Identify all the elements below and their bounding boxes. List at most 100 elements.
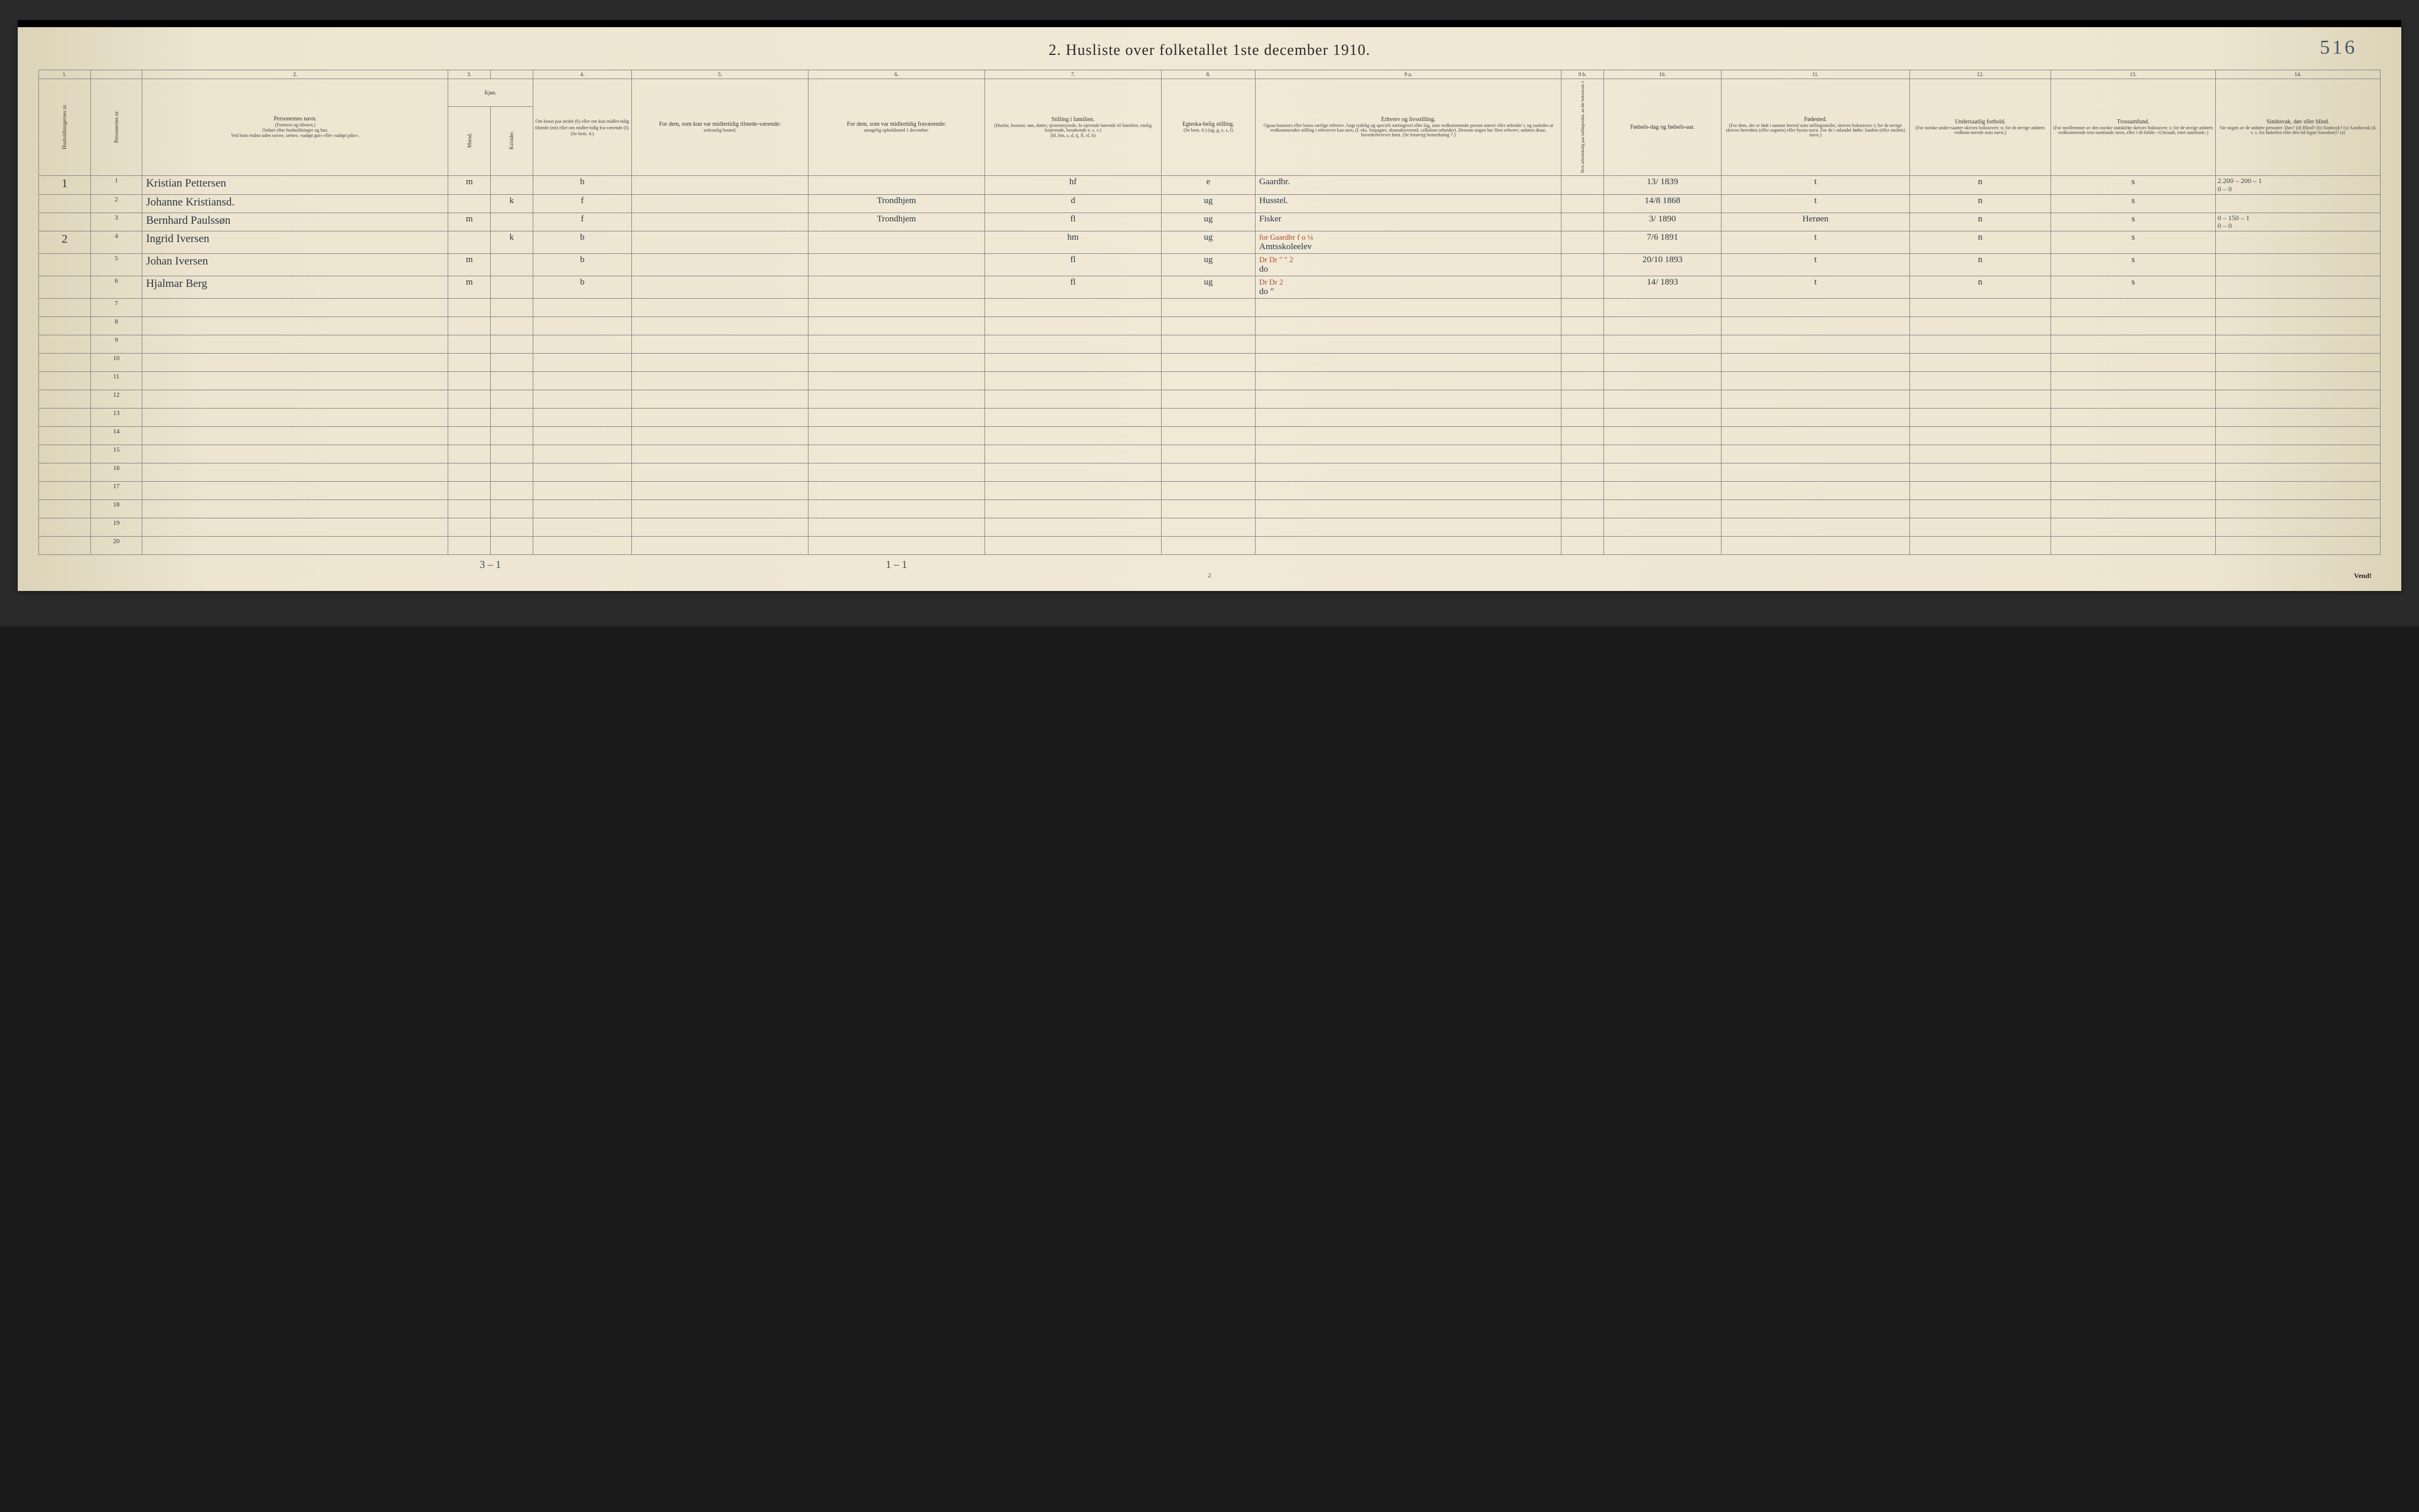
cell-empty xyxy=(1161,390,1255,409)
hdr-male: Mænd. xyxy=(448,107,491,176)
page-title: 2. Husliste over folketallet 1ste decemb… xyxy=(1049,41,1371,59)
cell-empty xyxy=(1909,463,2050,482)
cell-empty xyxy=(2215,518,2380,537)
cell-female xyxy=(491,276,533,299)
cell-empty xyxy=(632,537,808,555)
table-row: 6Hjalmar BergmbflugDr Dr 2do "14/ 1893tn… xyxy=(39,276,2381,299)
hdr-birthplace: Fødested.(For dem, der er født i samme h… xyxy=(1722,79,1910,176)
cell-empty xyxy=(1561,537,1604,555)
cell-empty xyxy=(448,372,491,390)
cell-empty xyxy=(142,482,448,500)
cell-religion: s xyxy=(2051,254,2216,276)
cell-empty xyxy=(1722,537,1910,555)
cell-disability: 0 – 150 – 10 – 0 xyxy=(2215,213,2380,231)
cell-person-nr: 3 xyxy=(90,213,142,231)
cell-empty xyxy=(2051,482,2216,500)
cell-empty xyxy=(491,482,533,500)
cell-birthplace: t xyxy=(1722,276,1910,299)
cell-person-nr: 2 xyxy=(90,194,142,213)
cell-empty xyxy=(2215,317,2380,335)
cell-dob: 14/8 1868 xyxy=(1603,194,1721,213)
colnum xyxy=(90,70,142,79)
cell-empty xyxy=(448,354,491,372)
cell-empty xyxy=(1603,463,1721,482)
table-row: 3Bernhard PaulssønmfTrondhjemflugFisker3… xyxy=(39,213,2381,231)
cell-empty xyxy=(2051,354,2216,372)
colnum: 2. xyxy=(142,70,448,79)
cell-empty xyxy=(2215,335,2380,354)
cell-empty xyxy=(1256,518,1561,537)
cell-empty xyxy=(1256,372,1561,390)
cell-empty xyxy=(1161,299,1255,317)
cell-empty xyxy=(448,317,491,335)
cell-empty xyxy=(142,537,448,555)
cell-empty xyxy=(984,299,1161,317)
cell-empty xyxy=(984,463,1161,482)
cell-empty xyxy=(1603,500,1721,518)
cell-family-pos: d xyxy=(984,194,1161,213)
cell-female: k xyxy=(491,231,533,254)
cell-occupation: for Gaardbr f o ¼Amtsskoleelev xyxy=(1256,231,1561,254)
cell-empty xyxy=(533,372,631,390)
cell-empty xyxy=(1256,335,1561,354)
cell-empty xyxy=(1256,299,1561,317)
hdr-dob: Fødsels-dag og fødsels-aar. xyxy=(1603,79,1721,176)
cell-empty xyxy=(1161,537,1255,555)
cell-empty xyxy=(1909,299,2050,317)
cell-empty xyxy=(1561,500,1604,518)
cell-religion: s xyxy=(2051,213,2216,231)
hdr-temp-absent: For dem, som var midlertidig fraværende:… xyxy=(808,79,985,176)
cell-empty xyxy=(1561,427,1604,445)
cell-empty xyxy=(491,500,533,518)
cell-birthplace: t xyxy=(1722,254,1910,276)
cell-male: m xyxy=(448,176,491,194)
table-row-empty: 19 xyxy=(39,518,2381,537)
cell-empty xyxy=(1561,409,1604,427)
cell-unemployed xyxy=(1561,276,1604,299)
cell-temp-present xyxy=(632,254,808,276)
cell-empty xyxy=(142,372,448,390)
cell-empty xyxy=(984,445,1161,463)
cell-empty xyxy=(1909,500,2050,518)
cell-person-nr: 9 xyxy=(90,335,142,354)
cell-empty xyxy=(808,390,985,409)
cell-empty xyxy=(1722,372,1910,390)
cell-empty xyxy=(448,409,491,427)
cell-empty xyxy=(1561,482,1604,500)
cell-empty xyxy=(142,390,448,409)
table-row: 24Ingrid Iversenkbhmugfor Gaardbr f o ¼A… xyxy=(39,231,2381,254)
cell-household xyxy=(39,518,91,537)
cell-person-nr: 18 xyxy=(90,500,142,518)
cell-empty xyxy=(142,335,448,354)
cell-empty xyxy=(1909,518,2050,537)
table-row-empty: 17 xyxy=(39,482,2381,500)
cell-empty xyxy=(2215,445,2380,463)
cell-empty xyxy=(632,317,808,335)
hdr-family-position: Stilling i familien.(Husfar, husmor, søn… xyxy=(984,79,1161,176)
cell-empty xyxy=(448,482,491,500)
cell-empty xyxy=(2051,463,2216,482)
cell-empty xyxy=(1722,409,1910,427)
cell-empty xyxy=(2215,390,2380,409)
cell-empty xyxy=(632,427,808,445)
cell-empty xyxy=(984,409,1161,427)
cell-empty xyxy=(1909,317,2050,335)
cell-empty xyxy=(984,500,1161,518)
cell-household xyxy=(39,254,91,276)
cell-empty xyxy=(632,463,808,482)
cell-empty xyxy=(1561,445,1604,463)
cell-person-nr: 13 xyxy=(90,409,142,427)
cell-empty xyxy=(1909,372,2050,390)
cell-empty xyxy=(808,427,985,445)
cell-disability xyxy=(2215,254,2380,276)
colnum: 8. xyxy=(1161,70,1255,79)
cell-household xyxy=(39,276,91,299)
printed-page-number: 2 xyxy=(38,573,2381,579)
cell-marital: ug xyxy=(1161,276,1255,299)
cell-unemployed xyxy=(1561,213,1604,231)
cell-empty xyxy=(1161,427,1255,445)
cell-empty xyxy=(1561,354,1604,372)
cell-empty xyxy=(632,335,808,354)
cell-empty xyxy=(808,537,985,555)
cell-name: Hjalmar Berg xyxy=(142,276,448,299)
